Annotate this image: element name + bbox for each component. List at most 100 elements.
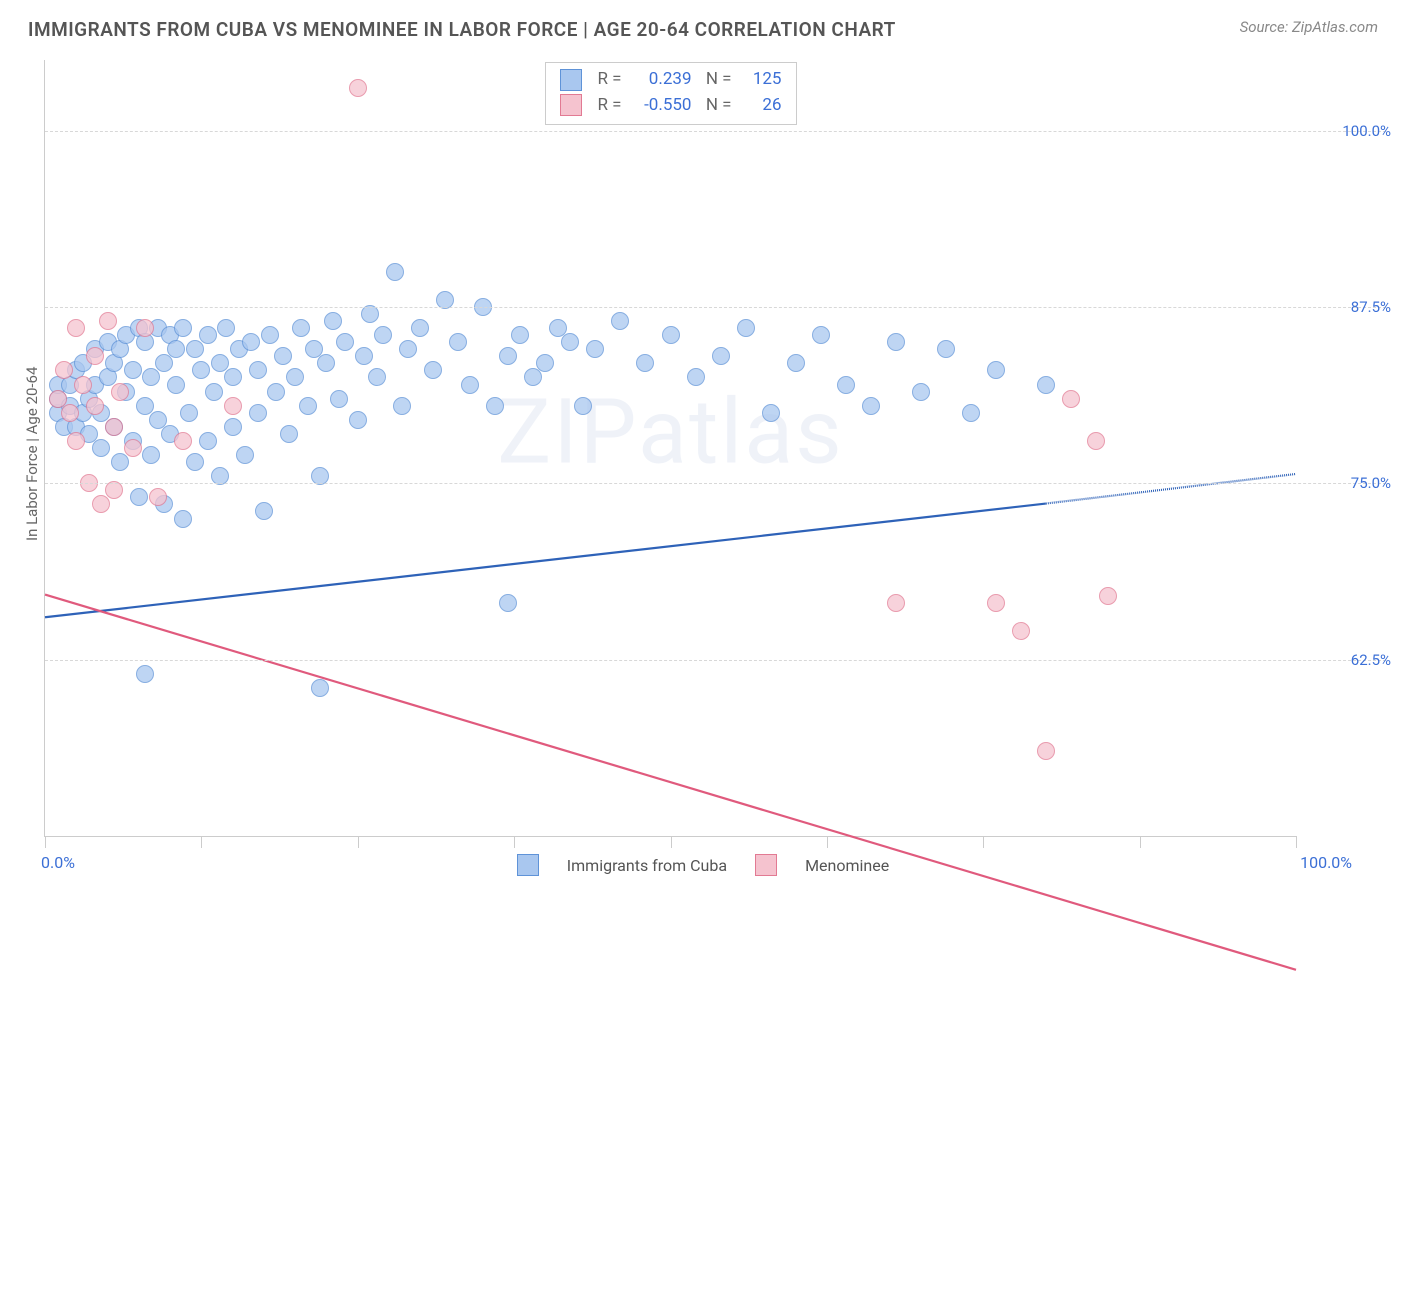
bottom-legend: Immigrants from CubaMenominee bbox=[0, 854, 1406, 876]
data-point bbox=[205, 383, 223, 401]
data-point bbox=[267, 383, 285, 401]
data-point bbox=[180, 404, 198, 422]
data-point bbox=[280, 425, 298, 443]
data-point bbox=[449, 333, 467, 351]
data-point bbox=[186, 453, 204, 471]
data-point bbox=[862, 397, 880, 415]
data-point bbox=[167, 376, 185, 394]
data-point bbox=[561, 333, 579, 351]
data-point bbox=[99, 312, 117, 330]
y-axis-title: In Labor Force | Age 20-64 bbox=[23, 367, 41, 541]
legend-label: Menominee bbox=[805, 856, 889, 875]
data-point bbox=[461, 376, 479, 394]
data-point bbox=[136, 665, 154, 683]
data-point bbox=[424, 361, 442, 379]
data-point bbox=[167, 340, 185, 358]
data-point bbox=[199, 326, 217, 344]
legend-swatch bbox=[517, 854, 539, 876]
data-point bbox=[255, 502, 273, 520]
data-point bbox=[499, 594, 517, 612]
x-tick bbox=[827, 836, 828, 848]
data-point bbox=[105, 418, 123, 436]
data-point bbox=[67, 432, 85, 450]
data-point bbox=[74, 376, 92, 394]
data-point bbox=[274, 347, 292, 365]
data-point bbox=[155, 354, 173, 372]
gridline-horizontal bbox=[45, 660, 1386, 661]
data-point bbox=[199, 432, 217, 450]
data-point bbox=[192, 361, 210, 379]
chart-plot-area: In Labor Force | Age 20-64 ZIPatlas R =0… bbox=[44, 60, 1296, 837]
x-tick bbox=[45, 836, 46, 848]
data-point bbox=[368, 368, 386, 386]
data-point bbox=[687, 368, 705, 386]
data-point bbox=[349, 411, 367, 429]
x-tick bbox=[201, 836, 202, 848]
data-point bbox=[1037, 742, 1055, 760]
data-point bbox=[393, 397, 411, 415]
data-point bbox=[812, 326, 830, 344]
gridline-horizontal bbox=[45, 131, 1386, 132]
legend-swatch bbox=[755, 854, 777, 876]
x-tick bbox=[358, 836, 359, 848]
r-label: R = bbox=[592, 93, 622, 119]
data-point bbox=[249, 404, 267, 422]
data-point bbox=[499, 347, 517, 365]
x-tick bbox=[514, 836, 515, 848]
y-tick-label: 62.5% bbox=[1351, 651, 1391, 669]
data-point bbox=[136, 319, 154, 337]
data-point bbox=[174, 432, 192, 450]
data-point bbox=[386, 263, 404, 281]
data-point bbox=[486, 397, 504, 415]
data-point bbox=[92, 439, 110, 457]
data-point bbox=[330, 390, 348, 408]
data-point bbox=[61, 404, 79, 422]
chart-title: IMMIGRANTS FROM CUBA VS MENOMINEE IN LAB… bbox=[28, 18, 896, 41]
correlation-stats-box: R =0.239N =125R =-0.550N =26 bbox=[545, 62, 797, 125]
x-tick bbox=[1140, 836, 1141, 848]
n-label: N = bbox=[702, 67, 732, 93]
x-tick bbox=[1296, 836, 1297, 848]
data-point bbox=[987, 594, 1005, 612]
gridline-horizontal bbox=[45, 483, 1386, 484]
y-tick-label: 100.0% bbox=[1342, 122, 1391, 140]
data-point bbox=[111, 383, 129, 401]
data-point bbox=[236, 446, 254, 464]
y-tick-label: 87.5% bbox=[1351, 298, 1391, 316]
data-point bbox=[217, 319, 235, 337]
data-point bbox=[249, 361, 267, 379]
data-point bbox=[261, 326, 279, 344]
data-point bbox=[336, 333, 354, 351]
data-point bbox=[317, 354, 335, 372]
data-point bbox=[130, 488, 148, 506]
n-label: N = bbox=[702, 93, 732, 119]
data-point bbox=[186, 340, 204, 358]
data-point bbox=[142, 368, 160, 386]
data-point bbox=[142, 446, 160, 464]
data-point bbox=[887, 594, 905, 612]
data-point bbox=[524, 368, 542, 386]
y-tick-label: 75.0% bbox=[1351, 474, 1391, 492]
data-point bbox=[149, 488, 167, 506]
data-point bbox=[574, 397, 592, 415]
data-point bbox=[286, 368, 304, 386]
data-point bbox=[511, 326, 529, 344]
n-value: 26 bbox=[742, 93, 782, 119]
data-point bbox=[242, 333, 260, 351]
gridline-horizontal bbox=[45, 307, 1386, 308]
data-point bbox=[636, 354, 654, 372]
data-point bbox=[224, 368, 242, 386]
data-point bbox=[411, 319, 429, 337]
data-point bbox=[837, 376, 855, 394]
data-point bbox=[174, 319, 192, 337]
data-point bbox=[86, 347, 104, 365]
data-point bbox=[67, 319, 85, 337]
data-point bbox=[912, 383, 930, 401]
data-point bbox=[399, 340, 417, 358]
data-point bbox=[887, 333, 905, 351]
r-label: R = bbox=[592, 67, 622, 93]
data-point bbox=[536, 354, 554, 372]
series-swatch bbox=[560, 94, 582, 116]
data-point bbox=[662, 326, 680, 344]
data-point bbox=[124, 361, 142, 379]
